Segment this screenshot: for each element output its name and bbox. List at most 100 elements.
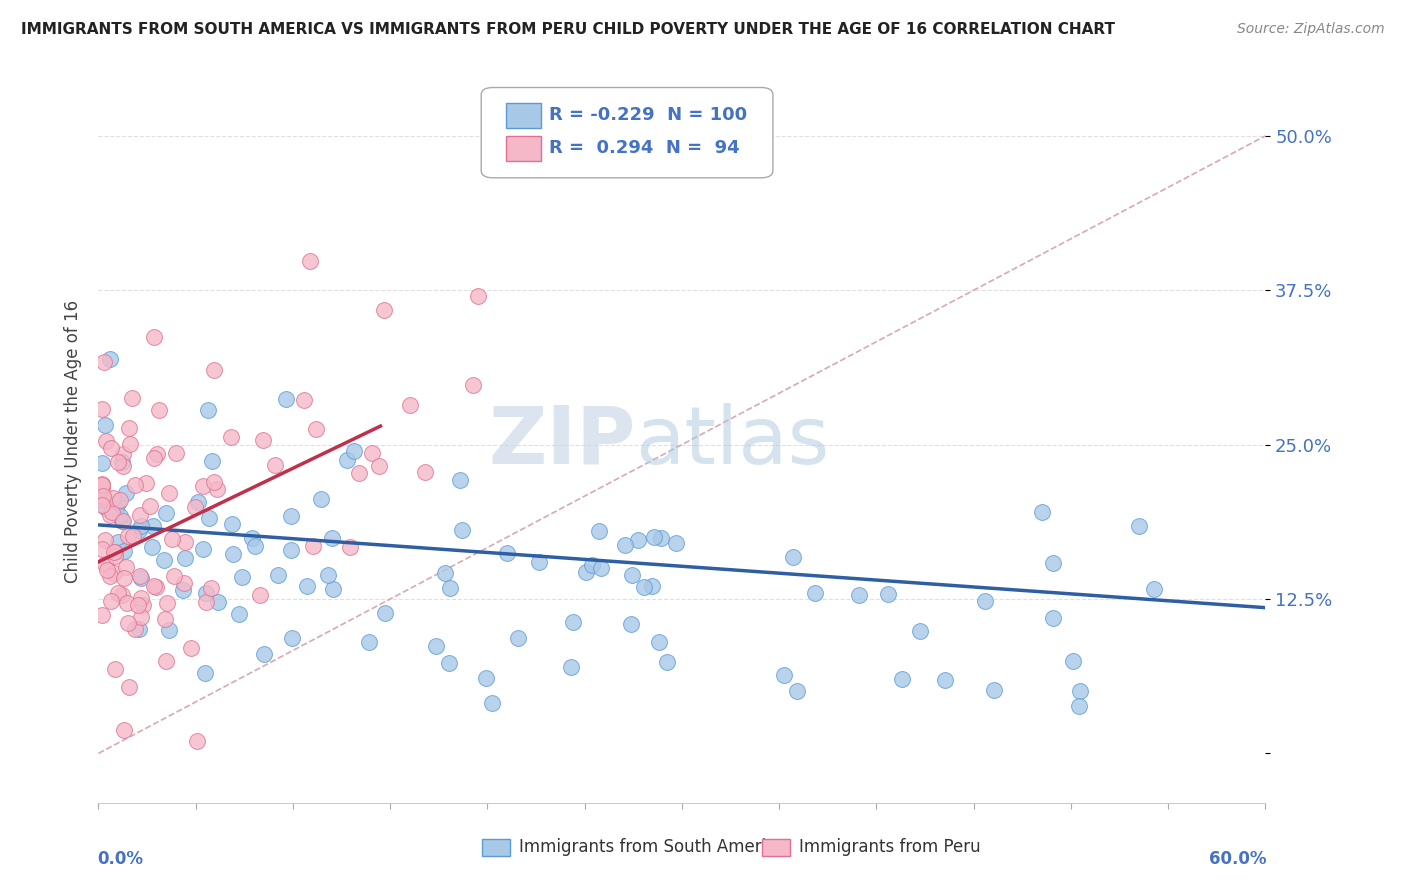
Point xyxy=(174,550,197,565)
Point xyxy=(207,483,229,497)
Point xyxy=(934,673,956,687)
Point xyxy=(91,456,114,470)
Point xyxy=(1042,611,1064,625)
Point xyxy=(311,491,333,506)
Point xyxy=(91,542,114,557)
Point xyxy=(425,639,447,653)
Point xyxy=(222,548,245,562)
Point xyxy=(132,598,155,612)
Point xyxy=(143,451,166,466)
Point xyxy=(359,634,381,648)
Point xyxy=(91,498,114,512)
Point xyxy=(398,398,420,412)
Point xyxy=(100,505,122,519)
Point xyxy=(91,476,114,491)
Point xyxy=(91,477,114,491)
Point xyxy=(1062,654,1084,668)
Point xyxy=(481,697,503,711)
Point xyxy=(91,401,114,416)
Point xyxy=(111,514,134,528)
Point xyxy=(274,392,297,406)
Point xyxy=(336,453,359,467)
Point xyxy=(1069,698,1091,713)
Point xyxy=(91,491,114,506)
Point xyxy=(876,587,898,601)
Point xyxy=(197,403,219,417)
Point xyxy=(263,458,285,473)
Point xyxy=(973,594,995,608)
Point xyxy=(135,476,157,491)
Point xyxy=(93,354,115,368)
Point xyxy=(163,569,186,583)
Point xyxy=(368,459,391,474)
Point xyxy=(650,531,672,545)
Text: 0.0%: 0.0% xyxy=(97,850,143,868)
Point xyxy=(94,434,117,448)
Point xyxy=(581,558,603,573)
Point xyxy=(155,654,177,668)
Point xyxy=(191,479,214,493)
Point xyxy=(588,524,610,538)
Point xyxy=(529,555,551,569)
Point xyxy=(373,302,395,317)
FancyBboxPatch shape xyxy=(506,136,541,161)
Point xyxy=(560,660,582,674)
Point xyxy=(100,594,122,608)
Point xyxy=(191,541,214,556)
Point xyxy=(110,508,132,523)
Point xyxy=(91,481,114,495)
Point xyxy=(104,662,127,676)
Point xyxy=(321,531,343,545)
Point xyxy=(890,672,912,686)
Point xyxy=(153,552,176,566)
Point xyxy=(648,635,671,649)
Point xyxy=(160,532,183,546)
Point xyxy=(267,568,290,582)
Point xyxy=(117,529,139,543)
Point xyxy=(115,486,138,500)
Point xyxy=(172,582,194,597)
Point xyxy=(142,330,165,344)
Point xyxy=(207,595,229,609)
Point xyxy=(439,582,461,596)
Point xyxy=(157,486,180,500)
Point xyxy=(129,591,152,605)
Point xyxy=(187,494,209,508)
Point xyxy=(343,444,366,458)
Point xyxy=(139,499,162,513)
Point xyxy=(983,683,1005,698)
Point xyxy=(627,533,650,547)
Point xyxy=(98,569,121,583)
FancyBboxPatch shape xyxy=(482,838,510,856)
Point xyxy=(107,496,129,510)
Point xyxy=(96,563,118,577)
Text: atlas: atlas xyxy=(636,402,830,481)
Point xyxy=(655,655,678,669)
Point xyxy=(475,671,498,685)
Point xyxy=(103,566,125,581)
Point xyxy=(184,500,207,514)
Point xyxy=(204,362,226,376)
Point xyxy=(316,567,339,582)
Point xyxy=(107,586,129,600)
FancyBboxPatch shape xyxy=(762,838,790,856)
Point xyxy=(111,588,134,602)
Point xyxy=(124,623,146,637)
Point xyxy=(252,433,274,447)
Point xyxy=(496,546,519,560)
Point xyxy=(786,684,808,698)
Point xyxy=(111,455,134,469)
Point xyxy=(641,579,664,593)
Point xyxy=(129,610,152,624)
Point xyxy=(91,607,114,622)
Point xyxy=(228,607,250,622)
Point xyxy=(506,631,529,645)
Point xyxy=(104,502,127,516)
Point xyxy=(302,539,325,553)
Point xyxy=(155,506,177,520)
Point xyxy=(803,586,825,600)
Point xyxy=(148,403,170,417)
Point xyxy=(124,478,146,492)
Text: Immigrants from South America: Immigrants from South America xyxy=(519,838,785,855)
Point xyxy=(221,516,243,531)
